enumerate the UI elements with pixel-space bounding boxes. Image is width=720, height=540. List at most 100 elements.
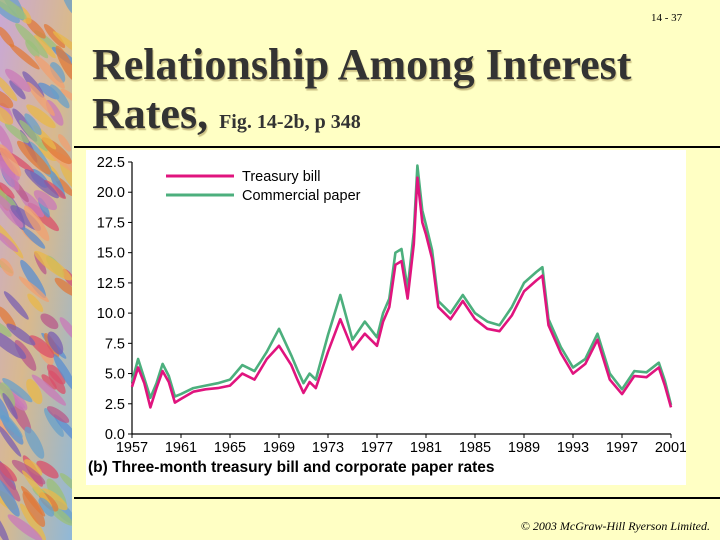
y-tick-label: 12.5 [97, 276, 125, 292]
brushstroke [0, 469, 21, 502]
x-tick-label: 2001 [655, 440, 686, 456]
brushstroke [34, 250, 72, 281]
x-tick-label: 1977 [361, 440, 393, 456]
brushstroke [26, 104, 56, 129]
title-reference: Fig. 14-2b, p 348 [219, 111, 361, 133]
brushstroke [27, 293, 44, 312]
brushstroke [0, 0, 27, 20]
brushstroke [36, 460, 59, 479]
x-tick-label: 1961 [165, 440, 197, 456]
y-tick-label: 2.5 [105, 397, 125, 413]
brushstroke [47, 331, 64, 355]
bottom-divider [74, 497, 720, 499]
brushstroke [0, 462, 18, 482]
brushstroke [26, 378, 43, 405]
y-tick-label: 17.5 [97, 215, 125, 231]
brushstroke [0, 403, 23, 438]
brushstroke [33, 190, 58, 211]
brushstroke [41, 488, 68, 511]
slide-number: 14 - 37 [651, 12, 683, 24]
y-tick-label: 5.0 [105, 367, 125, 383]
interest-rate-chart: 0.0 2.5 5.0 7.5 10.0 12.5 15.0 17.5 20.0 22.5 1957… [86, 150, 686, 485]
brushstroke [0, 425, 22, 457]
brushstroke [0, 154, 20, 181]
brushstroke [60, 88, 72, 104]
brushstroke [46, 406, 70, 423]
brushstroke [2, 392, 18, 420]
brushstroke [46, 363, 66, 385]
x-tick-label: 1973 [312, 440, 344, 456]
chart-svg: 0.0 2.5 5.0 7.5 10.0 12.5 15.0 17.5 20.0 22.5 1957… [97, 155, 686, 456]
brushstroke [22, 470, 52, 507]
y-tick-label: 20.0 [97, 185, 125, 201]
brushstroke [19, 119, 48, 152]
brushstroke [49, 62, 66, 83]
brushstroke [19, 503, 47, 540]
brushstroke [7, 514, 43, 540]
brushstroke [9, 43, 40, 70]
brushstroke [58, 134, 71, 152]
brushstroke [61, 0, 72, 15]
brushstroke [29, 335, 55, 358]
brushstroke [24, 168, 59, 199]
brushstroke [31, 374, 67, 406]
brushstroke [0, 26, 15, 48]
brushstroke [24, 205, 50, 242]
brushstroke [3, 291, 29, 320]
x-tick-label: 1985 [459, 440, 491, 456]
top-divider [74, 146, 720, 148]
brushstroke [24, 459, 43, 476]
brushstroke [0, 193, 24, 228]
brushstroke [59, 472, 72, 493]
brushstroke [0, 88, 14, 109]
brushstroke [41, 374, 57, 390]
brushstroke [34, 55, 65, 89]
brushstroke [0, 231, 19, 253]
series-line-treasury-bill [130, 176, 673, 409]
brushstroke [22, 227, 46, 249]
brushstroke [38, 497, 55, 517]
x-tick-label: 1989 [508, 440, 540, 456]
x-tick-label: 1997 [606, 440, 638, 456]
brushstroke [4, 122, 29, 144]
decorative-art-strip [0, 0, 72, 540]
x-tick-label: 1969 [263, 440, 295, 456]
brushstroke [21, 485, 46, 517]
brushstroke [9, 80, 26, 100]
slide-title: Relationship Among Interest Rates, Fig. … [92, 40, 720, 147]
brushstroke [22, 491, 46, 528]
brushstroke [0, 75, 18, 102]
brushstroke [0, 320, 12, 337]
brushstroke [59, 317, 72, 341]
legend-label: Treasury bill [242, 169, 320, 185]
brushstroke [20, 259, 47, 299]
x-tick-label: 1965 [214, 440, 246, 456]
x-tick-label: 1981 [410, 440, 442, 456]
brushstroke [0, 182, 15, 199]
brushstroke [40, 313, 59, 330]
brushstroke [0, 123, 13, 154]
brushstroke [0, 478, 20, 517]
brushstroke [55, 45, 72, 82]
copyright-footer: © 2003 McGraw-Hill Ryerson Limited. [520, 519, 710, 533]
brushstroke [24, 426, 45, 459]
brushstroke [24, 113, 42, 136]
brushstroke [4, 68, 32, 92]
brushstroke [43, 23, 66, 49]
brushstroke [53, 354, 72, 393]
brushstroke [18, 276, 49, 302]
x-tick-label: 1957 [116, 440, 148, 456]
brushstroke [53, 414, 72, 449]
brushstroke [50, 84, 70, 109]
brushstroke [52, 31, 72, 59]
brushstroke [33, 34, 56, 59]
brushstroke [11, 459, 46, 485]
brushstroke [17, 140, 51, 175]
y-tick-label: 0.0 [105, 427, 125, 443]
brushstroke [6, 323, 36, 346]
brushstroke [0, 144, 22, 177]
y-tick-label: 22.5 [97, 155, 125, 171]
brushstroke [0, 328, 27, 359]
y-tick-label: 10.0 [97, 306, 125, 322]
brushstroke [44, 408, 64, 437]
